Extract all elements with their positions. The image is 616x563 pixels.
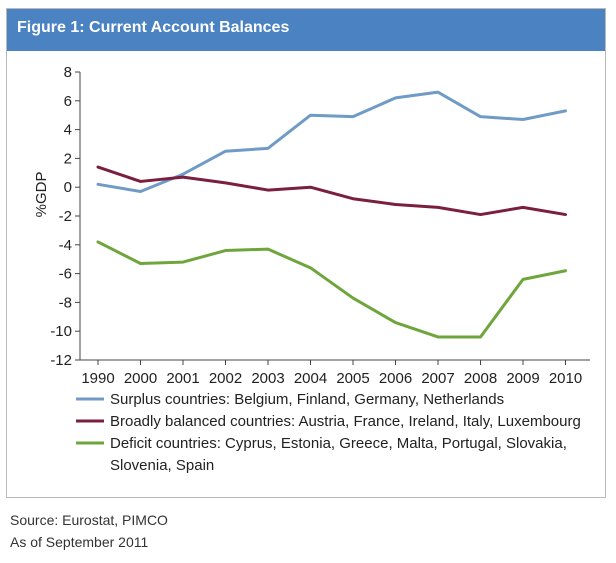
legend-label-1: Surplus countries: Belgium, Finland, Ger…	[110, 391, 504, 408]
legend-label-2: Broadly balanced countries: Austria, Fra…	[110, 413, 581, 430]
x-tick-label: 2009	[506, 370, 539, 387]
x-tick-label: 1990	[81, 370, 114, 387]
title-bar: Figure 1: Current Account Balances	[7, 9, 605, 51]
legend-label-3: Deficit countries: Cyprus, Estonia, Gree…	[110, 435, 567, 452]
y-axis-label: %GDP	[33, 171, 50, 217]
x-tick-label: 2002	[209, 370, 242, 387]
y-tick-label: 0	[64, 179, 72, 196]
figure-title: Figure 1: Current Account Balances	[17, 19, 290, 36]
series-line-3	[96, 240, 567, 339]
as-of-note: As of September 2011	[10, 534, 149, 550]
y-tick-label: 6	[64, 93, 72, 110]
y-tick-label: -8	[59, 294, 72, 311]
figure-frame: Figure 1: Current Account Balances	[6, 8, 606, 498]
y-tick-label: 2	[64, 150, 72, 167]
x-tick-label: 2004	[294, 370, 327, 387]
y-tick-label: -6	[59, 266, 72, 283]
y-tick-label: 4	[64, 122, 72, 139]
source-note: Source: Eurostat, PIMCO	[10, 512, 168, 528]
y-tick-label: -10	[50, 323, 72, 340]
y-tick-label: -4	[59, 237, 72, 254]
y-tick-label: 8	[64, 64, 72, 81]
legend-label-3: Slovenia, Spain	[110, 457, 214, 474]
y-tick-label: -2	[59, 208, 72, 225]
series-line-1	[96, 90, 567, 194]
x-tick-label: 2005	[336, 370, 369, 387]
x-tick-label: 2010	[549, 370, 582, 387]
x-tick-label: 2003	[251, 370, 284, 387]
y-tick-label: -12	[50, 352, 72, 369]
x-tick-label: 2006	[379, 370, 412, 387]
series-line-2	[96, 165, 567, 217]
x-tick-label: 2007	[421, 370, 454, 387]
x-tick-label: 2001	[166, 370, 199, 387]
x-tick-label: 2008	[464, 370, 497, 387]
x-tick-label: 2000	[124, 370, 157, 387]
